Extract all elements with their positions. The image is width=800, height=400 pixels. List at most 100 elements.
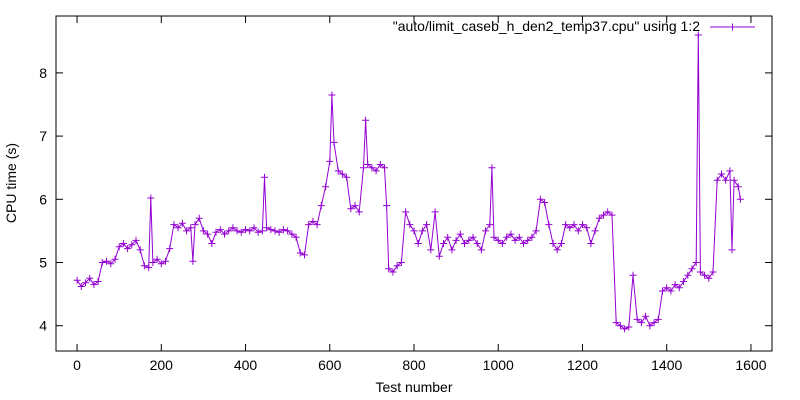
data-point: [383, 202, 391, 210]
data-point: [157, 260, 165, 268]
data-point: [583, 224, 591, 232]
data-point: [330, 138, 338, 146]
data-point: [402, 208, 410, 216]
data-point: [389, 268, 397, 276]
data-point: [263, 224, 271, 232]
data-point: [73, 276, 81, 284]
legend-marker-plus: [729, 23, 736, 31]
data-point: [587, 240, 595, 247]
data-point: [246, 227, 254, 235]
data-point: [98, 259, 106, 266]
data-point: [629, 271, 637, 279]
data-point: [261, 173, 268, 181]
data-point: [328, 91, 336, 99]
data-point: [591, 227, 599, 235]
data-point: [553, 246, 561, 254]
data-point: [646, 322, 654, 330]
data-point: [364, 161, 372, 168]
data-point: [199, 227, 207, 235]
data-point: [292, 233, 300, 241]
data-point: [536, 195, 544, 203]
data-point: [225, 227, 233, 235]
data-point: [119, 240, 127, 247]
data-point: [726, 167, 734, 175]
data-point: [347, 205, 355, 213]
data-point: [82, 279, 89, 287]
data-point: [86, 274, 94, 282]
data-point: [145, 264, 153, 272]
data-point: [334, 167, 342, 175]
data-point: [650, 319, 658, 327]
series-points: [73, 31, 744, 333]
data-point: [221, 230, 228, 238]
data-point: [545, 221, 553, 229]
data-point: [322, 183, 330, 191]
data-point: [528, 233, 536, 241]
data-point: [376, 161, 384, 168]
data-point: [178, 219, 186, 227]
data-point: [189, 257, 197, 265]
data-point: [368, 164, 376, 172]
x-tick-label: 0: [73, 357, 81, 373]
data-point: [360, 164, 367, 172]
data-point: [701, 271, 709, 279]
data-point: [465, 236, 473, 244]
data-point: [362, 116, 370, 124]
data-point: [515, 233, 523, 241]
data-point: [705, 274, 713, 282]
x-tick-label: 1200: [567, 357, 598, 373]
y-tick-label: 4: [39, 318, 47, 334]
data-point: [326, 157, 334, 165]
data-point: [574, 227, 582, 235]
series-line: [76, 34, 741, 330]
data-point: [675, 284, 683, 292]
data-point: [562, 221, 570, 229]
data-point: [616, 322, 624, 330]
data-point: [448, 246, 456, 254]
data-point: [254, 228, 262, 236]
data-point: [557, 240, 565, 247]
data-point: [423, 221, 431, 229]
legend-label: "auto/limit_caseb_h_den2_temp37.cpu" usi…: [393, 18, 700, 34]
x-tick-labels: 0 200 400 600 800 1000 1200 1400 1600: [73, 357, 767, 373]
y-tick-label: 5: [39, 255, 47, 271]
legend-marker: [729, 23, 736, 31]
data-point: [507, 230, 515, 238]
plot-frame: [55, 15, 773, 352]
data-point: [625, 323, 633, 331]
y-tick-label: 7: [39, 128, 47, 144]
data-point: [166, 245, 174, 253]
x-tick-label: 1600: [735, 357, 766, 373]
data-point: [406, 221, 414, 229]
data-point: [258, 227, 266, 235]
data-point: [680, 278, 688, 285]
data-point: [183, 227, 191, 235]
data-point: [149, 259, 157, 266]
data-point: [410, 227, 418, 235]
data-point: [338, 170, 346, 178]
data-point: [612, 319, 620, 327]
data-point: [671, 281, 679, 289]
data-point: [111, 255, 119, 263]
data-point: [511, 236, 519, 244]
data-point: [728, 246, 736, 254]
data-point: [212, 228, 220, 236]
x-tick-label: 600: [318, 357, 342, 373]
data-point: [414, 240, 422, 247]
data-point: [498, 240, 506, 247]
data-point: [621, 325, 629, 333]
data-point: [684, 271, 692, 279]
data-point: [718, 170, 725, 178]
data-point: [659, 287, 666, 295]
data-point: [688, 265, 696, 273]
data-point: [77, 283, 85, 290]
data-point: [694, 31, 702, 39]
data-point: [372, 167, 380, 175]
data-point: [633, 315, 641, 323]
data-point: [566, 224, 574, 232]
x-tick-label: 800: [402, 357, 426, 373]
data-point: [570, 221, 578, 229]
data-point: [427, 246, 435, 254]
data-point: [195, 214, 203, 222]
